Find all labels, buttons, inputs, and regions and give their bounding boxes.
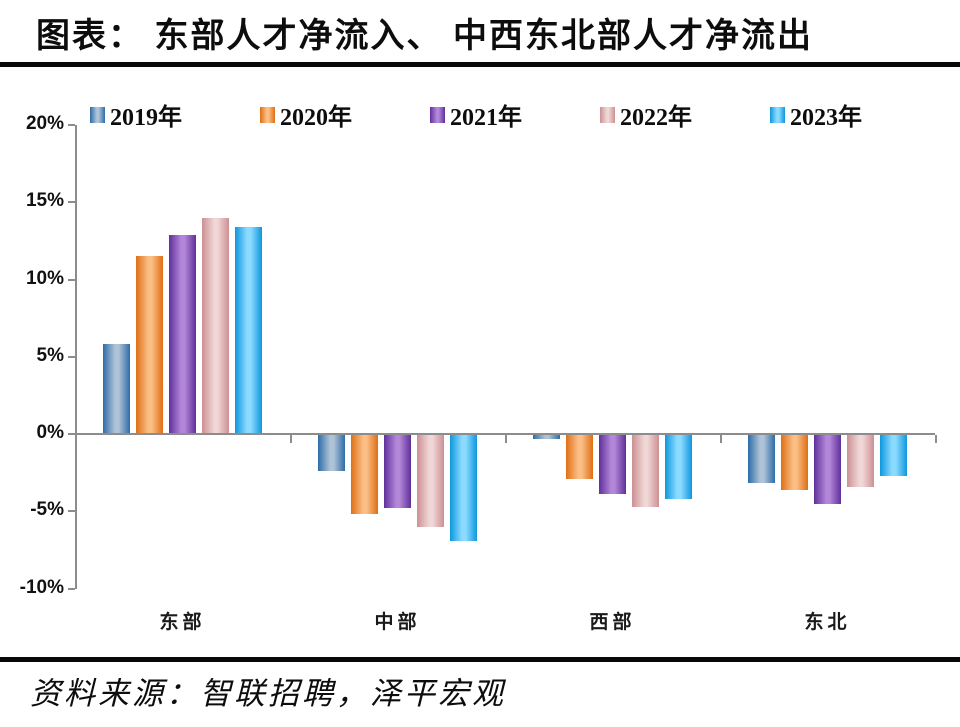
legend-swatch-icon [600,106,615,123]
x-axis-tick [720,435,722,443]
bar-西部-2022年 [632,435,659,507]
legend-label: 2021年 [450,105,522,131]
bar-中部-2023年 [450,435,477,541]
bar-东部-2022年 [202,217,229,433]
category-label-东部: 东部 [159,612,206,633]
bar-西部-2021年 [599,435,626,495]
category-label-东北: 东北 [804,612,851,633]
x-axis-zero-line [75,433,935,435]
bar-东部-2020年 [136,256,163,433]
y-axis-tick [68,433,75,435]
legend-item-5: 2023年 [770,97,862,132]
bottom-divider-rule [0,657,960,662]
legend-item-1: 2019年 [90,97,182,132]
y-axis-tick-label: 5% [36,344,64,366]
bar-中部-2019年 [318,435,345,472]
x-axis-tick [505,435,507,443]
bar-西部-2023年 [665,435,692,499]
chart-legend: 2019年 2020年 2021年 2022年 2023年 [90,97,862,132]
legend-label: 2019年 [110,105,182,131]
legend-swatch-icon [260,106,275,123]
bar-东部-2023年 [235,226,262,433]
x-axis-tick [935,435,937,443]
bar-中部-2020年 [351,435,378,515]
category-label-西部: 西部 [589,612,636,633]
bar-东部-2019年 [103,344,130,433]
bar-中部-2022年 [417,435,444,527]
y-axis-tick-label: -5% [30,499,64,521]
bar-东北-2020年 [781,435,808,490]
legend-label: 2022年 [620,105,692,131]
y-axis-tick [68,201,75,204]
legend-swatch-icon [770,106,785,123]
legend-swatch-icon [90,106,105,123]
bar-东部-2021年 [169,234,196,433]
y-axis-tick [68,587,75,590]
bar-东北-2023年 [880,435,907,476]
y-axis-line [75,125,77,589]
y-axis-tick [68,278,75,281]
y-axis-tick-label: 10% [25,267,64,289]
legend-swatch-icon [430,106,445,123]
bar-东北-2022年 [847,435,874,487]
legend-item-2: 2020年 [260,97,352,132]
bar-chart-plot-area: 20% 15% 10% 5% 0% -5% -10% 东部 中部 西部 东北 [19,113,937,633]
y-axis-tick-label: 15% [25,190,64,212]
x-axis-tick [290,435,292,443]
chart-title: 图表： 东部人才净流入、 中西东北部人才净流出 [36,18,813,55]
y-axis-tick [68,355,75,358]
y-axis-tick-label: 20% [25,113,64,134]
x-axis-tick [75,435,77,443]
y-axis-tick-label: 0% [36,422,64,443]
data-source-note: 资料来源：智联招聘，泽平宏观 [30,676,506,711]
bar-东北-2019年 [748,435,775,484]
top-divider-rule [0,62,960,67]
legend-item-4: 2022年 [600,97,692,132]
legend-label: 2020年 [280,105,352,131]
legend-item-3: 2021年 [430,97,522,132]
legend-label: 2023年 [790,105,862,131]
y-axis-tick-label: -10% [19,576,64,598]
y-axis-tick [68,510,75,513]
bar-中部-2021年 [384,435,411,509]
bar-西部-2019年 [533,435,560,439]
category-label-中部: 中部 [374,612,421,633]
bar-东北-2021年 [814,435,841,504]
bar-西部-2020年 [566,435,593,479]
y-axis-tick [68,124,75,126]
